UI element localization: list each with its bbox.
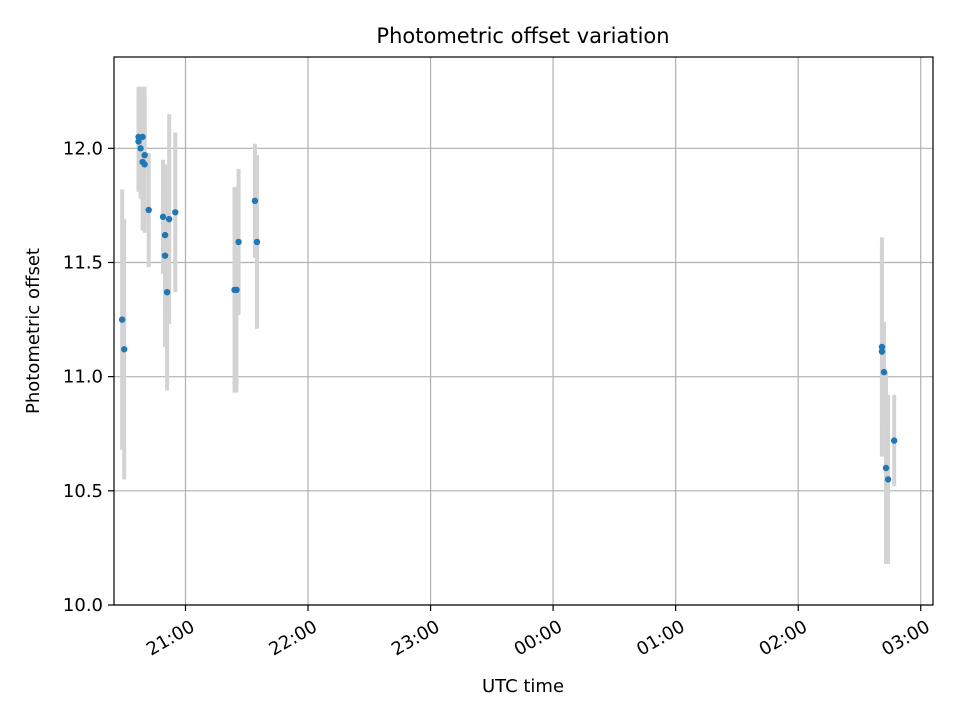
chart-title: Photometric offset variation [376,24,669,48]
data-point [253,238,261,246]
data-point [135,138,142,145]
data-point [235,238,242,246]
plot-frame [113,56,934,606]
data-point [163,288,171,296]
y-tick-label: 10.0 [63,595,103,616]
y-tick-label: 11.5 [63,253,103,274]
data-point [137,145,144,152]
data-point [878,348,886,355]
data-point [159,213,167,221]
point-layer [118,133,898,483]
data-point [890,437,898,444]
x-axis-label: UTC time [482,676,564,697]
data-point [145,206,152,214]
data-point [884,476,892,483]
data-point [878,343,886,351]
data-point [141,161,148,168]
y-tick-label: 11.0 [63,367,103,388]
data-point [172,209,179,216]
data-point [165,215,173,223]
data-point [161,252,169,259]
data-point [121,346,128,353]
y-tick-label: 12.0 [63,138,103,159]
data-point [118,316,126,323]
data-point [161,231,169,239]
y-tick-label: 10.5 [63,481,103,502]
data-point [251,197,259,205]
data-point [882,464,890,472]
data-point [141,151,148,159]
data-point [880,368,888,376]
y-axis-label: Photometric offset [23,248,44,414]
y-axis: 10.0 10.5 11.0 11.5 12.0 [63,138,114,616]
data-point [139,133,146,141]
data-point [233,286,240,294]
